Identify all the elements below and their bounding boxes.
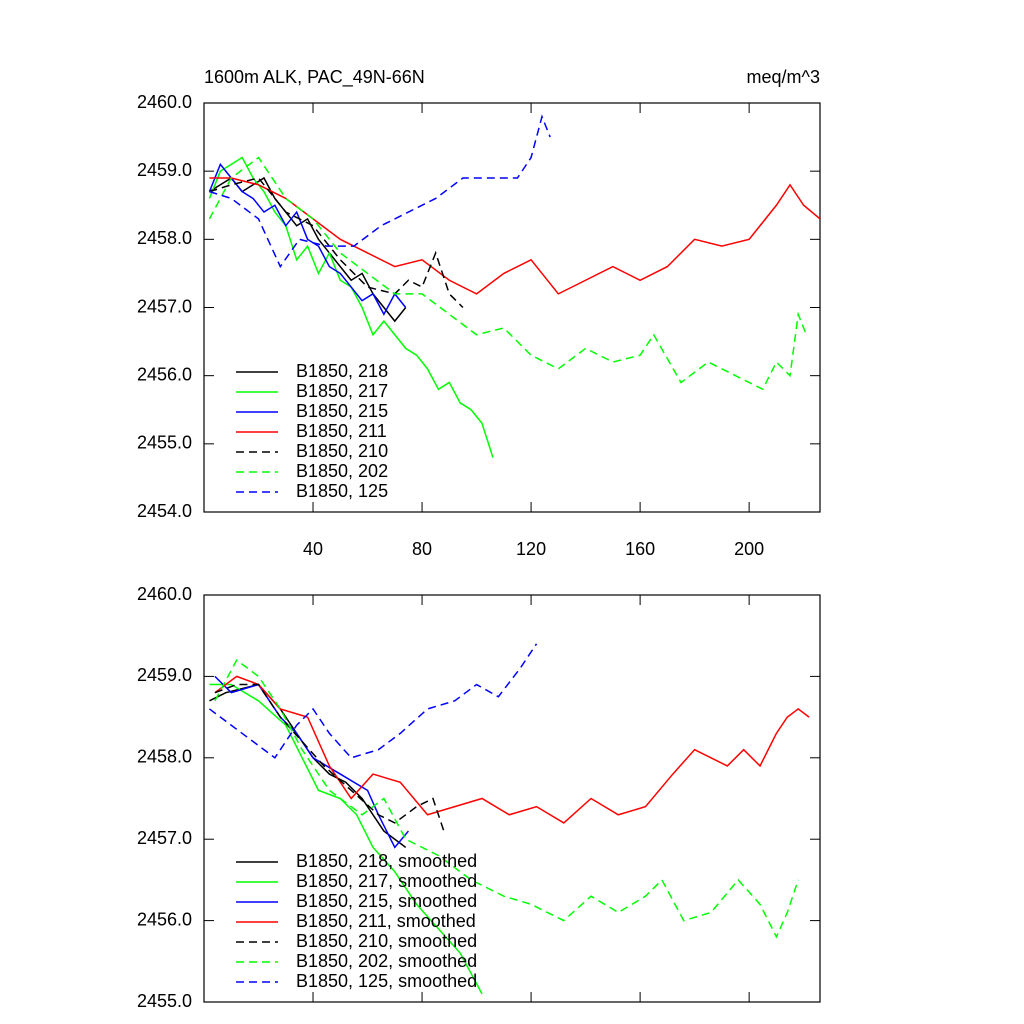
legend-label: B1850, 215, smoothed — [296, 891, 477, 911]
series-line — [214, 675, 810, 824]
legend-label: B1850, 125 — [296, 481, 388, 501]
legend-label: B1850, 215 — [296, 401, 388, 421]
x-tick-label: 160 — [625, 539, 655, 559]
legend-label: B1850, 217 — [296, 381, 388, 401]
x-tick-label: 200 — [734, 539, 764, 559]
series-line — [209, 114, 551, 269]
y-tick-label: 2458.0 — [137, 228, 192, 248]
legend-label: B1850, 202 — [296, 461, 388, 481]
series-line — [209, 643, 538, 759]
y-tick-label: 2459.0 — [137, 665, 192, 685]
x-tick-label: 120 — [516, 539, 546, 559]
x-tick-label: 80 — [412, 539, 432, 559]
y-tick-label: 2457.0 — [137, 828, 192, 848]
series-line — [209, 683, 407, 848]
series-line — [209, 177, 464, 309]
x-tick-label: 40 — [303, 539, 323, 559]
legend-label: B1850, 211, smoothed — [296, 911, 476, 931]
legend-label: B1850, 210, smoothed — [296, 931, 477, 951]
series-line — [208, 156, 808, 391]
legend-label: B1850, 202, smoothed — [296, 951, 477, 971]
y-tick-label: 2455.0 — [137, 433, 192, 453]
legend-label: B1850, 217, smoothed — [296, 871, 477, 891]
y-tick-label: 2459.0 — [137, 160, 192, 180]
legend-label: B1850, 218, smoothed — [296, 851, 477, 871]
y-tick-label: 2460.0 — [137, 92, 192, 112]
y-tick-label: 2455.0 — [137, 991, 192, 1011]
plot-lines — [209, 643, 810, 995]
y-tick-label: 2456.0 — [137, 364, 192, 384]
y-tick-label: 2458.0 — [137, 747, 192, 767]
chart-title: 1600m ALK, PAC_49N-66N — [204, 67, 425, 88]
y-tick-label: 2457.0 — [137, 296, 192, 316]
series-line — [214, 683, 445, 832]
y-tick-label: 2454.0 — [137, 501, 192, 521]
y-tick-label: 2456.0 — [137, 909, 192, 929]
series-line — [209, 177, 820, 295]
series-line — [209, 683, 483, 995]
legend-label: B1850, 211 — [296, 421, 387, 441]
legend-label: B1850, 218 — [296, 361, 388, 381]
series-line — [214, 658, 799, 939]
plot-lines — [208, 114, 820, 458]
series-line — [208, 162, 407, 316]
units-label: meq/m^3 — [747, 67, 820, 87]
series-line — [214, 675, 409, 849]
legend-label: B1850, 125, smoothed — [296, 971, 477, 991]
y-tick-label: 2460.0 — [137, 584, 192, 604]
plot-frame — [203, 594, 821, 1003]
legend-label: B1850, 210 — [296, 441, 388, 461]
